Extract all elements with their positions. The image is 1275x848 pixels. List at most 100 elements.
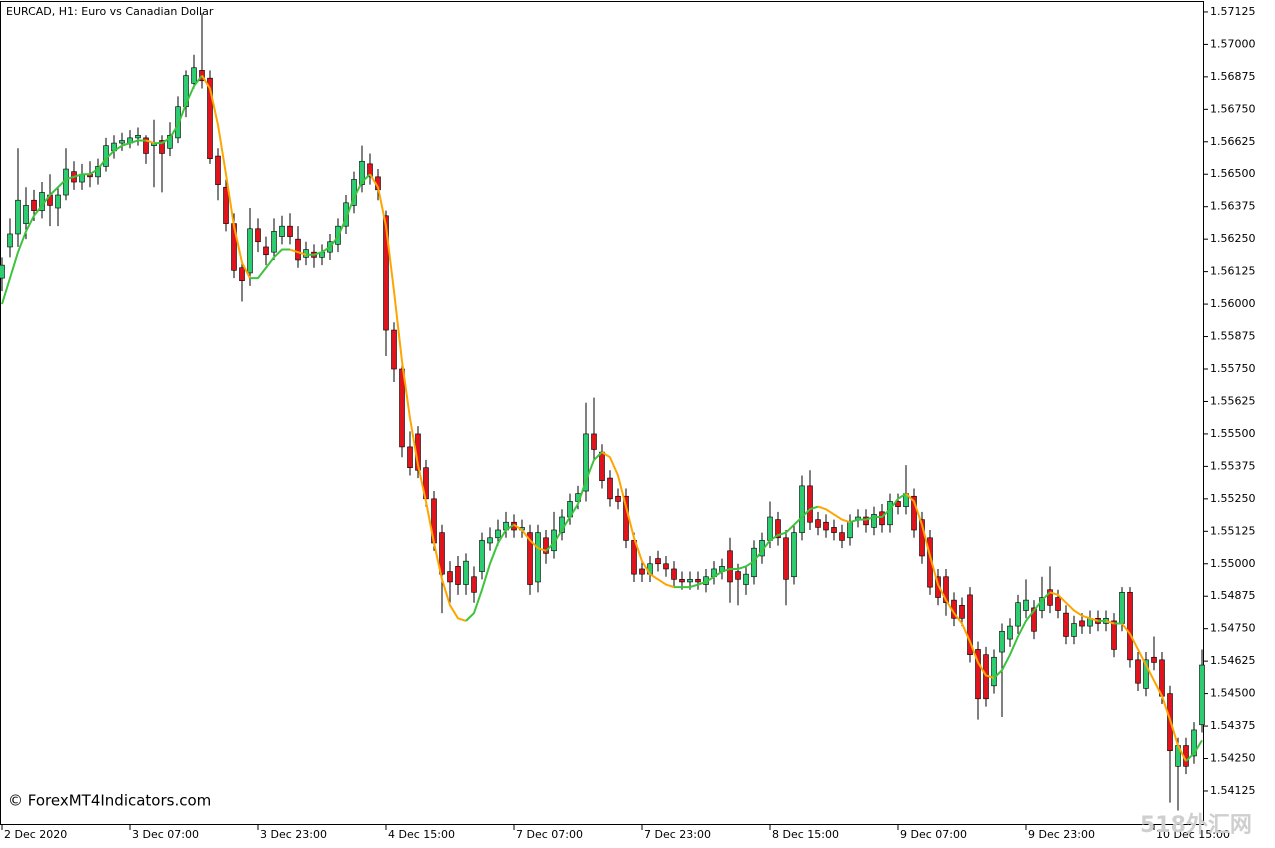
candle-body (735, 571, 741, 580)
candle-body (871, 514, 877, 528)
y-tick-label: 1.55875 (1210, 330, 1256, 343)
ma-line (1105, 619, 1115, 625)
ma-line (154, 74, 203, 145)
candle-body (143, 137, 149, 154)
candle-body (479, 540, 485, 572)
candle-body (639, 568, 645, 575)
x-tick-label: 4 Dec 15:00 (388, 828, 455, 841)
candle-body (591, 433, 597, 450)
candle-body (191, 67, 197, 84)
candle-body (1151, 656, 1157, 663)
candle-body (1135, 659, 1141, 684)
candle-body (391, 329, 397, 370)
candle-body (943, 576, 949, 604)
y-tick-label: 1.56625 (1210, 135, 1256, 148)
candle-body (471, 576, 477, 593)
y-tick-label: 1.56750 (1210, 102, 1256, 115)
y-tick-label: 1.55625 (1210, 394, 1256, 407)
ma-line (1121, 622, 1187, 762)
candle-body (879, 511, 885, 526)
watermark: © ForexMT4Indicators.com (8, 792, 211, 810)
ma-line (289, 248, 307, 256)
candle-body (775, 519, 781, 539)
candle-body (527, 532, 533, 585)
candle-body (359, 160, 365, 185)
candle-body (911, 495, 917, 531)
ma-line (674, 505, 819, 589)
y-tick-label: 1.55250 (1210, 492, 1256, 505)
ma-line (993, 591, 1051, 679)
y-tick-label: 1.56375 (1210, 200, 1256, 213)
candle-body (959, 605, 965, 619)
candle-body (1055, 597, 1061, 611)
y-tick-label: 1.56250 (1210, 232, 1256, 245)
candle-body (831, 527, 837, 533)
y-tick-label: 1.57000 (1210, 37, 1256, 50)
candle-body (935, 576, 941, 598)
ma-line (250, 248, 290, 280)
ma-line (817, 505, 851, 524)
x-tick-label: 7 Dec 07:00 (516, 828, 583, 841)
candle-body (447, 571, 453, 583)
y-tick-label: 1.56000 (1210, 297, 1256, 310)
candle-body (247, 228, 253, 274)
candle-body (271, 231, 277, 253)
candle-body (743, 573, 749, 585)
y-tick-label: 1.54125 (1210, 784, 1256, 797)
y-tick-label: 1.55375 (1210, 459, 1256, 472)
candle-body (1023, 599, 1029, 611)
candle-body (607, 477, 613, 500)
x-tick-label: 10 Dec 15:00 (1156, 828, 1230, 841)
candle-body (399, 368, 405, 448)
candle-body (783, 537, 789, 580)
ma-line (513, 523, 547, 552)
ma-line (145, 139, 155, 145)
candle-body (823, 521, 829, 531)
y-tick-label: 1.57125 (1210, 5, 1256, 18)
y-tick-label: 1.56500 (1210, 167, 1256, 180)
candle-body (847, 521, 853, 539)
candle-body (0, 264, 5, 279)
y-tick-label: 1.54500 (1210, 687, 1256, 700)
x-tick-label: 7 Dec 23:00 (644, 828, 711, 841)
candle-body (263, 246, 269, 256)
candle-body (279, 225, 285, 237)
candle-body (31, 199, 37, 211)
y-tick-label: 1.55500 (1210, 427, 1256, 440)
candle-body (1047, 589, 1053, 606)
candle-body (1071, 623, 1077, 637)
ma-line (465, 523, 515, 622)
candle-body (1111, 620, 1117, 650)
candle-body (159, 140, 165, 154)
candle-body (7, 233, 13, 248)
candle-body (167, 134, 173, 149)
ma-line (306, 173, 371, 256)
ma-line (201, 75, 251, 279)
y-tick-label: 1.55000 (1210, 557, 1256, 570)
candle-body (287, 225, 293, 237)
candle-body (1063, 612, 1069, 637)
x-tick-label: 9 Dec 07:00 (900, 828, 967, 841)
candle-body (1007, 625, 1013, 640)
candle-body (223, 186, 229, 224)
candle-body (695, 579, 701, 583)
candle-body (1119, 592, 1125, 624)
y-tick-label: 1.54875 (1210, 589, 1256, 602)
candle-body (535, 532, 541, 583)
candle-body (207, 77, 213, 159)
candle-body (663, 563, 669, 570)
candle-body (1031, 607, 1037, 632)
candle-body (863, 516, 869, 526)
candle-body (15, 199, 21, 235)
ma-line (545, 451, 603, 552)
candle-body (615, 495, 621, 502)
candle-body (807, 485, 813, 523)
candle-body (687, 579, 693, 583)
candle-body (599, 451, 605, 481)
ma-line (905, 492, 995, 679)
ma-line (601, 451, 675, 589)
candle-body (583, 433, 589, 492)
candle-body (839, 532, 845, 541)
candle-body (791, 532, 797, 578)
